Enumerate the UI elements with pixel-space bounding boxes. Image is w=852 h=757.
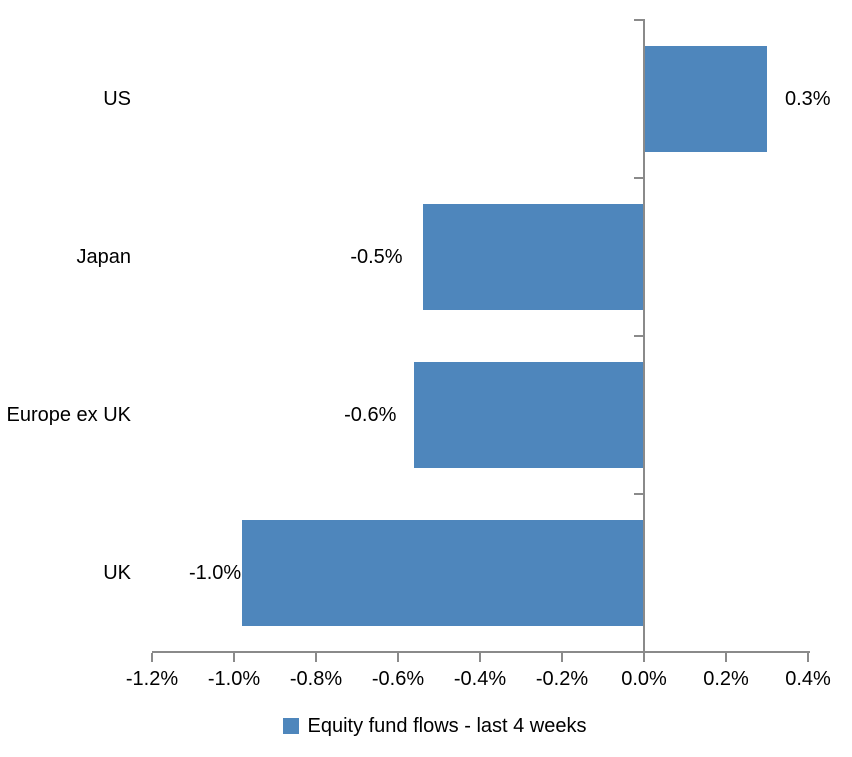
x-axis-tick [233, 653, 235, 662]
category-tick [634, 19, 643, 21]
value-axis-line [643, 19, 645, 661]
x-tick-label: 0.2% [703, 668, 749, 690]
data-label-uk: -1.0% [188, 562, 242, 584]
category-label-europe-ex-uk: Europe ex UK [6, 404, 131, 426]
legend-color-swatch [283, 718, 300, 734]
x-axis-tick [643, 653, 645, 662]
bar-japan [422, 204, 644, 310]
category-label-us: US [103, 88, 131, 110]
legend: Equity fund flows - last 4 weeks [0, 713, 852, 739]
x-axis-tick [561, 653, 563, 662]
x-tick-label: -0.6% [371, 668, 425, 690]
x-tick-label: -1.2% [125, 668, 179, 690]
bar-uk [242, 520, 644, 626]
category-tick [634, 177, 643, 179]
x-tick-label: -1.0% [207, 668, 261, 690]
category-tick [634, 493, 643, 495]
x-axis-tick [151, 653, 153, 662]
x-tick-label: 0.4% [785, 668, 831, 690]
bar-europe-ex-uk [414, 362, 644, 468]
legend-label: Equity fund flows - last 4 weeks [307, 715, 587, 737]
data-label-europe-ex-uk: -0.6% [344, 404, 397, 426]
bar-us [644, 46, 767, 152]
x-axis-tick [315, 653, 317, 662]
category-label-uk: UK [103, 562, 131, 584]
x-tick-label: -0.2% [535, 668, 589, 690]
data-label-us: 0.3% [785, 88, 831, 110]
x-axis-tick [807, 653, 809, 662]
x-tick-label: -0.4% [453, 668, 507, 690]
category-label-japan: Japan [76, 246, 132, 268]
x-tick-label: 0.0% [621, 668, 667, 690]
x-axis-tick [397, 653, 399, 662]
x-tick-label: -0.8% [289, 668, 343, 690]
category-tick [634, 335, 643, 337]
data-label-japan: -0.5% [350, 246, 403, 268]
x-axis-line [152, 651, 810, 653]
x-axis-tick [479, 653, 481, 662]
x-axis-tick [725, 653, 727, 662]
